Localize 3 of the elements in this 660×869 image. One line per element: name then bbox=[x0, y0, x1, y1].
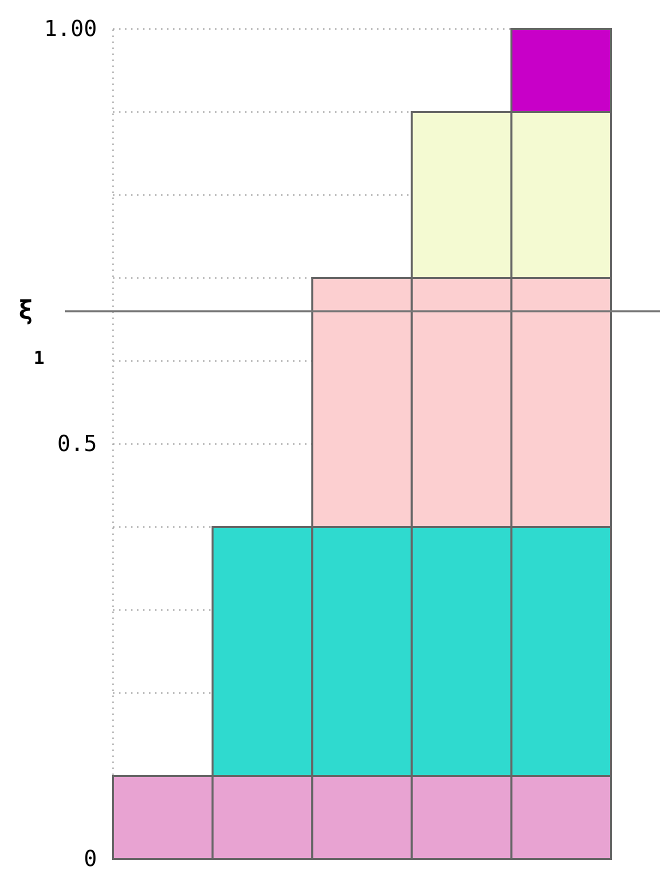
y-tick-label: 1.00 bbox=[44, 17, 97, 42]
y-tick-label: 0 bbox=[84, 847, 97, 869]
y-tick-label: 0.5 bbox=[57, 432, 97, 458]
